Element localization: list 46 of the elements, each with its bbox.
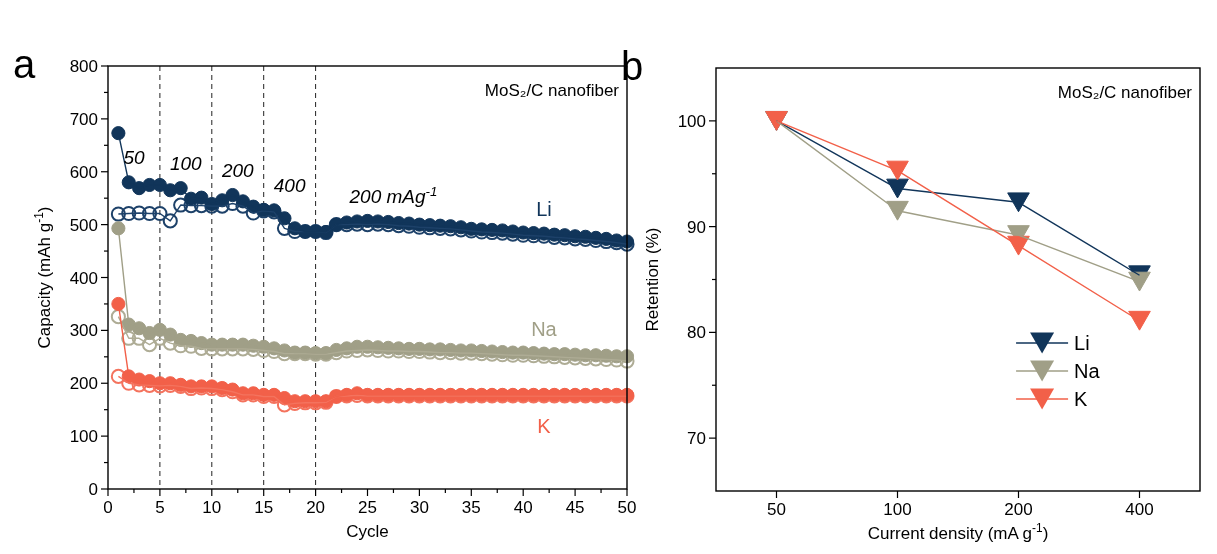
y-tick-label: 300: [69, 321, 98, 341]
y-tick-label: 700: [69, 109, 98, 129]
y-tick-label: 400: [69, 268, 98, 288]
legend-label: K: [1074, 387, 1089, 410]
annotation: MoS₂/C nanofiber: [1057, 83, 1193, 102]
x-axis-title: Cycle: [346, 522, 389, 541]
annotation: 200: [220, 160, 255, 182]
y-tick-label: 100: [677, 111, 706, 131]
annotation: MoS₂/C nanofiber: [484, 81, 620, 100]
x-tick-label: 0: [103, 498, 113, 517]
legend-label: Na: [1074, 359, 1101, 382]
x-tick-label: 200: [1004, 500, 1033, 519]
x-tick-label: 20: [306, 498, 326, 517]
annotation: 400: [273, 175, 306, 197]
x-tick-label: 10: [202, 498, 222, 517]
y-tick-label: 90: [687, 217, 706, 237]
series-label: Li: [536, 197, 552, 220]
x-axis-title: Current density (mA g$^{-1}$): [867, 521, 1049, 543]
chart-title: a: [13, 42, 36, 86]
x-tick-label: 5: [155, 498, 165, 517]
x-tick-label: 25: [358, 498, 377, 517]
y-tick-label: 0: [88, 480, 98, 499]
y-tick-label: 80: [687, 323, 706, 343]
y-tick-label: 70: [687, 429, 706, 449]
chart-title: b: [621, 44, 644, 88]
x-tick-label: 50: [617, 498, 637, 517]
x-tick-label: 40: [513, 498, 533, 517]
y-tick-label: 800: [69, 57, 98, 76]
series-label: K: [537, 414, 552, 437]
x-tick-label: 400: [1125, 500, 1154, 519]
x-tick-label: 100: [883, 500, 912, 519]
x-tick-label: 50: [767, 500, 786, 519]
annotation: 100: [170, 153, 203, 175]
series-label: Na: [531, 317, 558, 340]
x-tick-label: 30: [409, 498, 429, 517]
annotation: 50: [123, 147, 145, 169]
annotation: 200 mAg$^{-1}$: [348, 183, 438, 207]
y-axis-title: Retention (%): [643, 227, 662, 332]
y-tick-label: 100: [69, 427, 98, 447]
y-tick-label: 500: [69, 215, 98, 235]
y-tick-label: 200: [69, 374, 98, 394]
x-tick-label: 45: [565, 498, 585, 517]
legend-label: Li: [1074, 331, 1090, 354]
y-tick-label: 600: [69, 162, 98, 182]
x-tick-label: 15: [254, 498, 274, 517]
x-tick-label: 35: [461, 498, 481, 517]
